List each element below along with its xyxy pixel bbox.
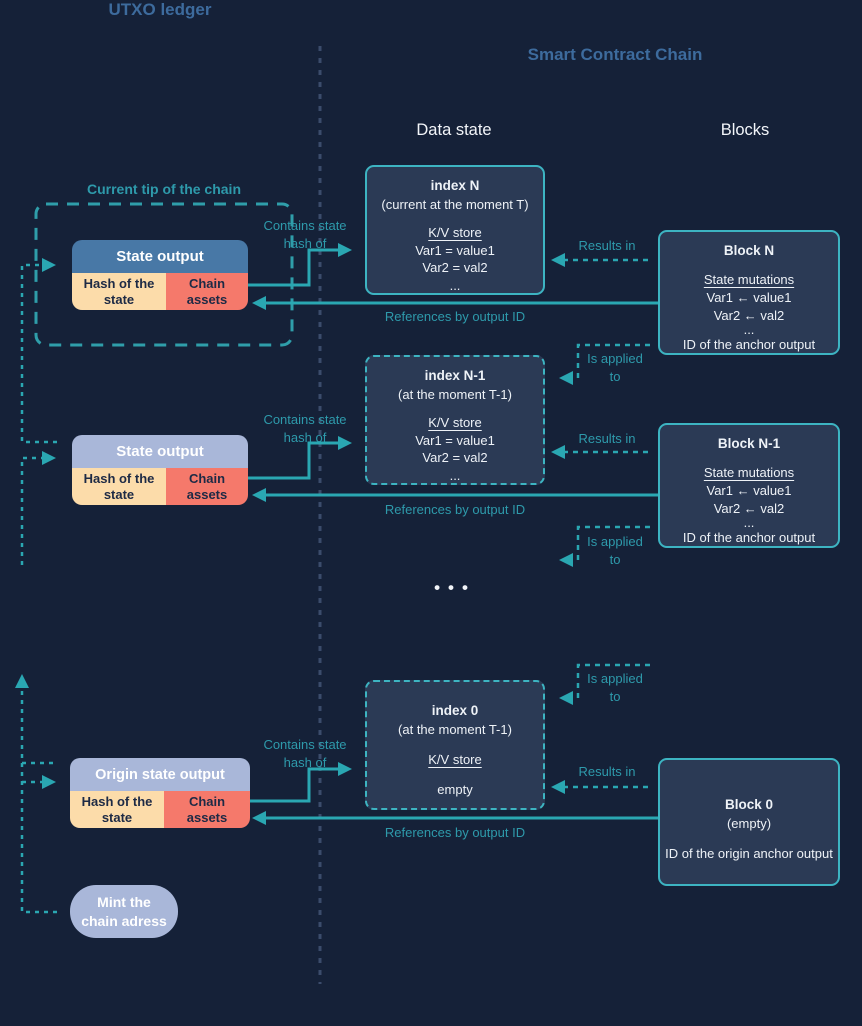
contains-hash-label-2: Contains state hash of <box>263 412 347 446</box>
state-output-n1-assets-cell: Chain assets <box>166 468 248 505</box>
index-n1-kv-more: ... <box>449 468 461 484</box>
is-applied-label-2: Is applied to <box>587 534 643 568</box>
block-n1-mutation-line: Var2 ← val2 <box>713 500 785 516</box>
state-output-n1-hash-cell: Hash of the state <box>72 468 166 505</box>
references-label-3: References by output ID <box>384 825 526 840</box>
contains-hash-label-1: Contains state hash of <box>263 218 347 252</box>
index-n-title: index N <box>430 178 480 193</box>
origin-state-output-row: Hash of the state Chain assets <box>70 791 250 828</box>
block-n-mutation-line: Var2 ← val2 <box>713 307 785 323</box>
index-n1-kv-line: Var1 = value1 <box>415 432 495 448</box>
index-n1-store-label: K/V store <box>428 414 482 430</box>
results-in-label-3: Results in <box>578 764 636 779</box>
spacer <box>369 769 541 781</box>
block-n-box: Block N State mutations Var1 ← value1 Va… <box>658 230 840 355</box>
arrowhead-references-3 <box>252 811 266 825</box>
arrowhead-into-origin <box>42 775 56 789</box>
index-n-store-label: K/V store <box>428 224 482 240</box>
current-tip-label: Current tip of the chain <box>87 181 241 197</box>
smart-contract-chain-heading: Smart Contract Chain <box>527 45 703 64</box>
index-n-box: index N (current at the moment T) K/V st… <box>365 165 545 295</box>
contains-hash-label-3: Contains state hash of <box>263 737 347 771</box>
spacer <box>662 454 836 464</box>
utxo-ledger-heading: UTXO ledger <box>108 0 212 19</box>
block-n1-more: ... <box>743 515 755 531</box>
references-label-1: References by output ID <box>384 309 526 324</box>
results-in-label-1: Results in <box>578 238 636 253</box>
index-0-subtitle: (at the moment T-1) <box>398 721 512 737</box>
arrowhead-chain-up <box>15 674 29 688</box>
block-n1-mutation-line: Var1 ← value1 <box>706 482 792 498</box>
state-output-n-title: State output <box>72 240 248 273</box>
block-n-mutations-label: State mutations <box>703 271 795 287</box>
spacer <box>369 739 541 751</box>
arrowhead-results-3 <box>551 780 565 794</box>
index-0-store-label: K/V store <box>428 751 482 767</box>
arrowhead-applied-3 <box>559 691 573 705</box>
origin-hash-cell: Hash of the state <box>70 791 164 828</box>
spacer <box>662 833 836 845</box>
chain-ellipsis: ••• <box>434 578 476 597</box>
state-output-n: State output Hash of the state Chain ass… <box>72 240 248 310</box>
state-output-n1: State output Hash of the state Chain ass… <box>72 435 248 505</box>
block-0-box: Block 0 (empty) ID of the origin anchor … <box>658 758 840 886</box>
block-n1-box: Block N-1 State mutations Var1 ← value1 … <box>658 423 840 548</box>
spacer <box>369 404 541 414</box>
index-0-title: index 0 <box>431 703 479 718</box>
index-n1-kv-line: Var2 = val2 <box>422 450 488 466</box>
arrowhead-applied-1 <box>559 371 573 385</box>
spacer <box>662 261 836 271</box>
block-n-anchor-id: ID of the anchor output <box>682 337 816 353</box>
arrowhead-applied-2 <box>559 553 573 567</box>
state-output-n1-row: Hash of the state Chain assets <box>72 468 248 505</box>
arrow-contains-hash-3 <box>250 767 339 803</box>
block-n1-anchor-id: ID of the anchor output <box>682 530 816 546</box>
origin-state-output: Origin state output Hash of the state Ch… <box>70 758 250 828</box>
arrowhead-references-1 <box>252 296 266 310</box>
spacer <box>369 214 541 224</box>
block-n-mutation-line: Var1 ← value1 <box>706 289 792 305</box>
state-output-n1-title: State output <box>72 435 248 468</box>
index-n-kv-line: Var1 = value1 <box>415 242 495 258</box>
arrowhead-references-2 <box>252 488 266 502</box>
data-state-column-label: Data state <box>416 121 492 139</box>
origin-state-output-title: Origin state output <box>70 758 250 791</box>
index-n-subtitle: (current at the moment T) <box>381 196 529 212</box>
state-output-n-assets-cell: Chain assets <box>166 273 248 310</box>
chain-link-output2-to-output1 <box>20 263 57 444</box>
state-output-n-row: Hash of the state Chain assets <box>72 273 248 310</box>
index-n1-title: index N-1 <box>424 368 486 383</box>
is-applied-label-1: Is applied to <box>587 351 643 385</box>
block-n-more: ... <box>743 322 755 338</box>
block-0-title: Block 0 <box>724 797 774 812</box>
index-n1-subtitle: (at the moment T-1) <box>398 386 512 402</box>
block-n1-mutations-label: State mutations <box>703 464 795 480</box>
index-n1-box: index N-1 (at the moment T-1) K/V store … <box>365 355 545 485</box>
arrow-contains-hash-2 <box>248 441 339 480</box>
arrowhead-into-output1 <box>42 258 56 272</box>
index-n-kv-line: Var2 = val2 <box>422 260 488 276</box>
block-0-anchor-id: ID of the origin anchor output <box>665 845 833 861</box>
block-n1-title: Block N-1 <box>717 436 781 451</box>
block-0-subtitle: (empty) <box>726 815 772 831</box>
chain-link-mint-upward <box>20 686 57 914</box>
block-n-title: Block N <box>723 243 775 258</box>
state-output-n-hash-cell: Hash of the state <box>72 273 166 310</box>
arrow-contains-hash-1 <box>248 248 339 287</box>
results-in-label-2: Results in <box>578 431 636 446</box>
references-label-2: References by output ID <box>384 502 526 517</box>
is-applied-label-3: Is applied to <box>587 671 643 705</box>
index-0-store-value: empty <box>437 781 473 797</box>
chain-link-into-output2 <box>20 456 44 565</box>
arrowhead-into-output2 <box>42 451 56 465</box>
index-0-box: index 0 (at the moment T-1) K/V store em… <box>365 680 545 810</box>
origin-assets-cell: Chain assets <box>164 791 250 828</box>
blocks-column-label: Blocks <box>720 121 770 139</box>
index-n-kv-more: ... <box>449 278 461 294</box>
mint-chain-address-box: Mint the chain adress <box>70 885 178 938</box>
